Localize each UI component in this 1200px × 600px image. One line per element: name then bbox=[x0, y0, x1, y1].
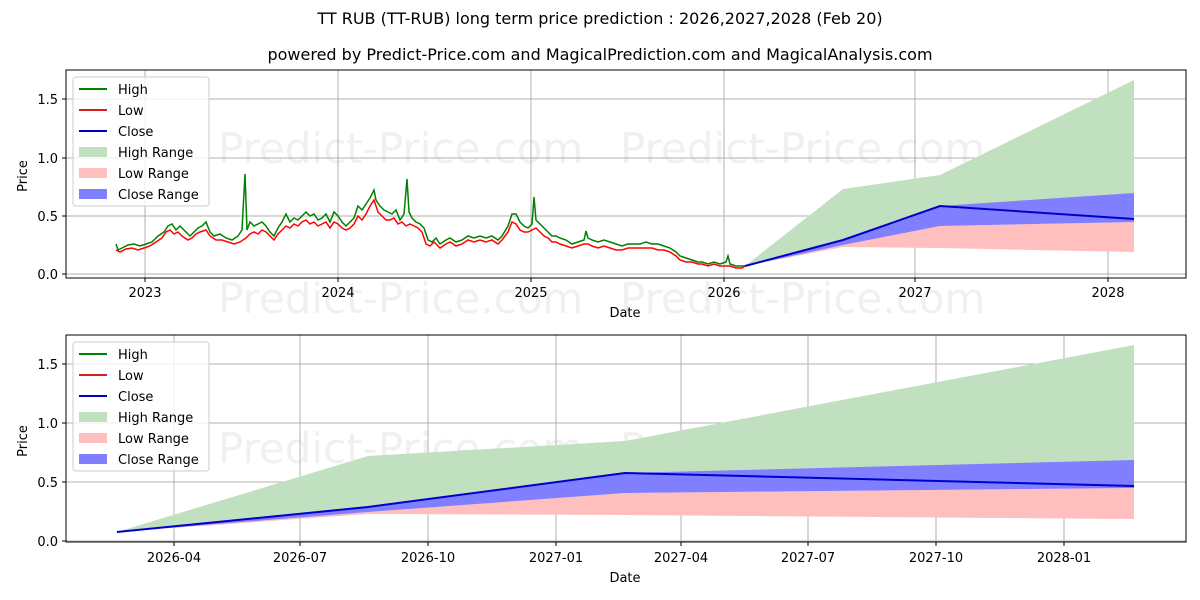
y-tick-label: 1.0 bbox=[37, 417, 58, 432]
top-legend: High Low Close High Range Low Range Clos… bbox=[72, 76, 210, 207]
legend-label: High Range bbox=[118, 146, 193, 161]
x-tick-label: 2027-01 bbox=[529, 551, 583, 566]
watermark: Predict-Price.com bbox=[620, 124, 985, 173]
y-tick-label: 0.0 bbox=[37, 535, 58, 550]
y-axis-label: Price bbox=[16, 160, 31, 192]
x-tick-label: 2027 bbox=[898, 286, 931, 301]
legend-low-range-swatch bbox=[79, 168, 107, 178]
close-line bbox=[116, 471, 1135, 533]
legend-label: High bbox=[118, 348, 148, 363]
legend-label: Low Range bbox=[118, 432, 189, 447]
x-tick-label: 2023 bbox=[128, 286, 161, 301]
bottom-legend: High Low Close High Range Low Range Clos… bbox=[72, 341, 210, 472]
legend-high-range-swatch bbox=[79, 412, 107, 422]
high-line bbox=[115, 173, 745, 267]
legend-label: Close bbox=[118, 125, 153, 140]
y-tick-label: 0.5 bbox=[37, 476, 58, 491]
bottom-chart: Predict-Price.com Predict-Price.com bbox=[16, 334, 1187, 586]
legend-label: Close Range bbox=[118, 188, 199, 203]
close-range-area bbox=[745, 193, 1134, 266]
legend-label: Low bbox=[118, 104, 144, 119]
legend-label: Low bbox=[118, 369, 144, 384]
chart-title: TT RUB (TT-RUB) long term price predicti… bbox=[317, 9, 883, 28]
legend-label: High bbox=[118, 83, 148, 98]
low-line bbox=[115, 198, 746, 269]
y-tick-label: 1.5 bbox=[37, 93, 58, 108]
close-range-area bbox=[117, 460, 1134, 532]
x-tick-label: 2028-01 bbox=[1037, 551, 1091, 566]
legend-close-range-swatch bbox=[79, 189, 107, 199]
x-tick-label: 2027-10 bbox=[909, 551, 963, 566]
y-axis-label: Price bbox=[16, 425, 31, 457]
legend-label: Close Range bbox=[118, 453, 199, 468]
high-range-area bbox=[745, 80, 1134, 266]
x-tick-label: 2028 bbox=[1091, 286, 1124, 301]
watermark: Predict-Price.com bbox=[218, 124, 583, 173]
y-tick-label: 0.5 bbox=[37, 210, 58, 225]
x-tick-label: 2027-07 bbox=[781, 551, 835, 566]
legend-label: Low Range bbox=[118, 167, 189, 182]
legend-low-range-swatch bbox=[79, 433, 107, 443]
x-tick-label: 2026-04 bbox=[147, 551, 201, 566]
x-tick-label: 2026 bbox=[707, 286, 740, 301]
legend-high-range-swatch bbox=[79, 147, 107, 157]
low-range-area bbox=[745, 222, 1134, 266]
legend-label: Close bbox=[118, 390, 153, 405]
y-tick-label: 1.0 bbox=[37, 152, 58, 167]
x-tick-label: 2026-07 bbox=[273, 551, 327, 566]
x-tick-label: 2026-10 bbox=[401, 551, 455, 566]
low-range-area bbox=[117, 488, 1134, 532]
x-tick-label: 2027-04 bbox=[654, 551, 708, 566]
x-tick-label: 2024 bbox=[321, 286, 354, 301]
y-tick-label: 0.0 bbox=[37, 268, 58, 283]
legend-label: High Range bbox=[118, 411, 193, 426]
watermark: Predict-Price.com bbox=[218, 274, 583, 323]
y-tick-label: 1.5 bbox=[37, 358, 58, 373]
close-line bbox=[744, 204, 1135, 267]
watermark: Predict-Price.com bbox=[620, 274, 985, 323]
top-axes-frame bbox=[65, 69, 1187, 279]
x-tick-label: 2025 bbox=[514, 286, 547, 301]
top-chart: Predict-Price.com Predict-Price.com Pred… bbox=[16, 69, 1187, 323]
chart-subtitle: powered by Predict-Price.com and Magical… bbox=[267, 45, 933, 64]
bottom-axes-frame bbox=[65, 334, 1187, 543]
x-axis-label: Date bbox=[609, 306, 640, 321]
legend-close-range-swatch bbox=[79, 454, 107, 464]
x-axis-label: Date bbox=[609, 571, 640, 586]
high-range-area bbox=[117, 345, 1134, 532]
